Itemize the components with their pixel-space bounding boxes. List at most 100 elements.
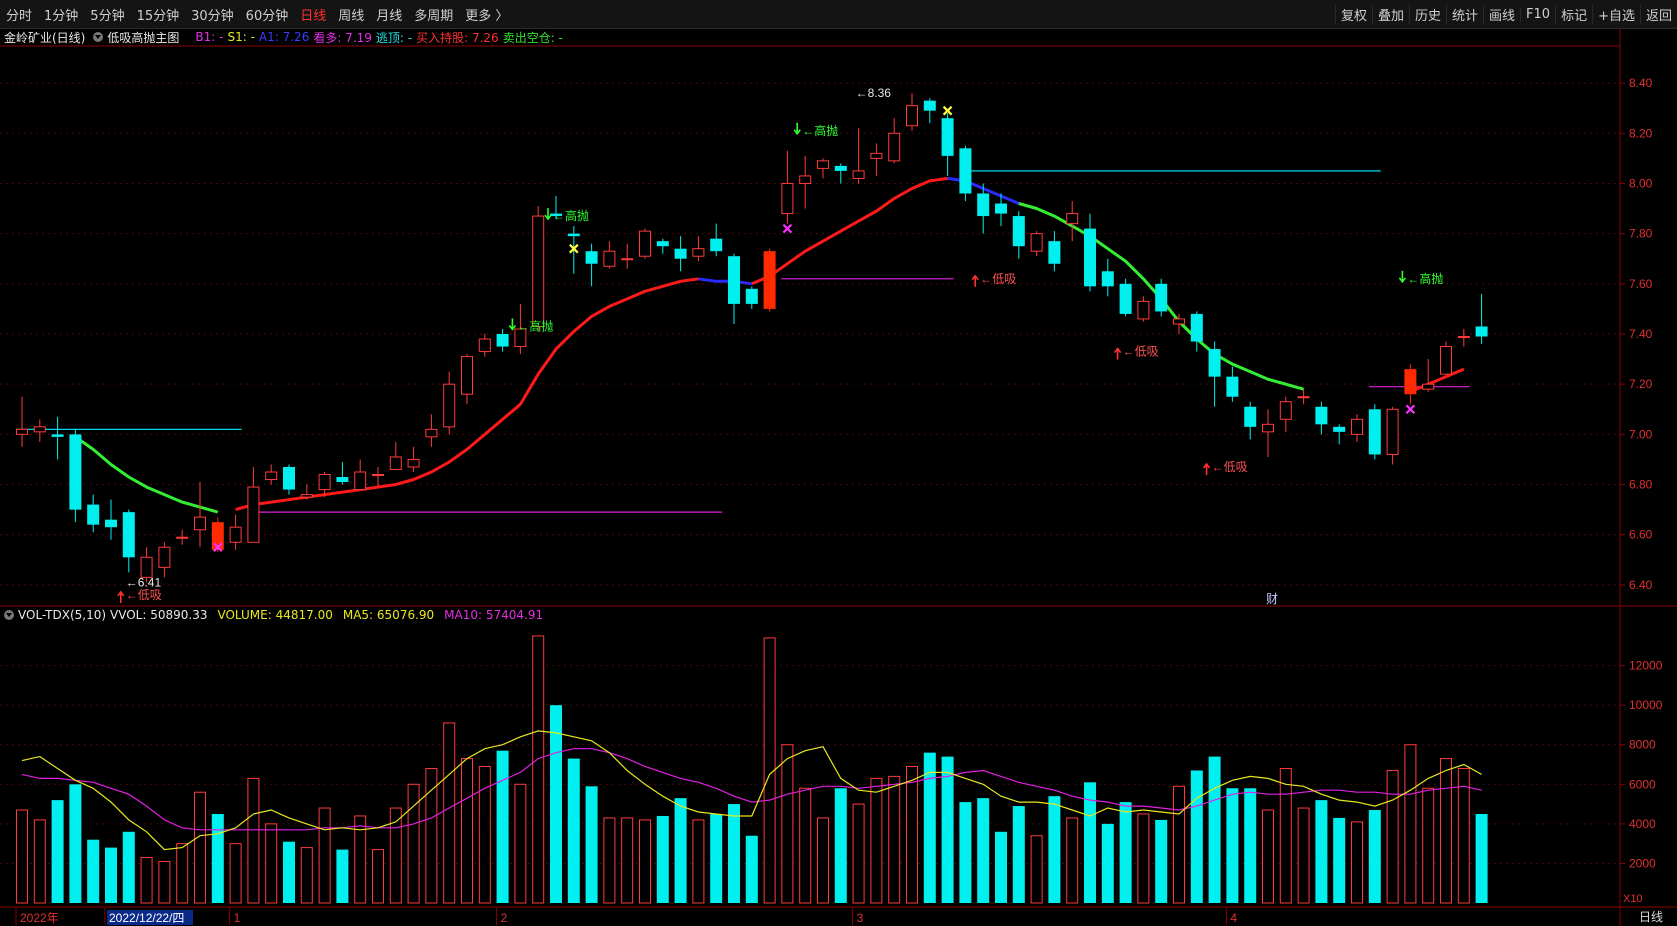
period-button-1[interactable]: 1分钟 — [44, 8, 79, 24]
period-tag[interactable]: 日线 — [1638, 910, 1663, 924]
sell-arrow-icon — [793, 122, 801, 136]
volume-indicator-name[interactable]: VOL-TDX(5,10) — [18, 608, 107, 622]
volume-bar — [1404, 744, 1417, 904]
trend-line-segment — [751, 176, 948, 286]
candle-body — [229, 526, 242, 543]
date-label: 1 — [234, 911, 241, 925]
volume-bar — [1297, 807, 1310, 904]
volume-ma5-line — [21, 730, 1482, 851]
volume-bar — [1066, 817, 1079, 904]
candle-body — [1262, 423, 1274, 433]
period-button-6[interactable]: 日线 — [300, 8, 327, 24]
chart-annotation: ←低吸 — [1212, 460, 1248, 474]
candle-body — [122, 512, 135, 558]
candle-body — [265, 471, 278, 481]
volume-bar — [247, 777, 260, 904]
chart-annotation: ←低吸 — [126, 588, 162, 602]
vvol-value: VVOL: 50890.33 — [110, 608, 208, 622]
candle-body — [105, 519, 117, 528]
volume-tick-label: 2000 — [1629, 856, 1656, 870]
candle-body — [888, 132, 901, 162]
volume-bar — [585, 786, 598, 903]
period-button-0[interactable]: 分时 — [6, 8, 33, 24]
volume-info-bar: VOL-TDX(5,10) VVOL: 50890.33 VOLUME: 448… — [0, 606, 1620, 624]
toolbar-action-5[interactable]: F10 — [1520, 6, 1555, 22]
period-button-3[interactable]: 15分钟 — [136, 8, 180, 24]
volume-bar — [1226, 788, 1239, 903]
volume-bar — [1262, 809, 1274, 904]
volume-bar — [496, 750, 509, 903]
period-button-5[interactable]: 60分钟 — [245, 8, 289, 24]
volume-bar — [710, 813, 723, 903]
volume-bar — [692, 819, 705, 904]
volume-bar — [140, 857, 153, 904]
volume-tick-label: 10000 — [1629, 698, 1663, 712]
volume-tick-label: 12000 — [1629, 659, 1663, 673]
candle-body — [1475, 326, 1488, 337]
candle-body — [532, 215, 545, 327]
volume-bar — [87, 839, 100, 903]
taoding-value: 逃顶: - — [375, 30, 413, 45]
volume-bar — [1173, 785, 1185, 904]
period-selector: 分时 1分钟 5分钟 15分钟 30分钟 60分钟 日线 周线 月线 多周期 更多 〉 — [0, 0, 514, 28]
volume-bar — [923, 752, 936, 903]
indicator-name[interactable]: 低吸高抛主图 — [107, 30, 180, 45]
volume-bar — [621, 817, 634, 904]
stock-name[interactable]: 金岭矿业(日线) — [4, 30, 86, 45]
period-button-9[interactable]: 多周期 — [414, 8, 454, 24]
volume-bar — [354, 815, 367, 904]
period-button-2[interactable]: 5分钟 — [90, 8, 125, 24]
volume-bar — [194, 791, 206, 904]
candle-body — [336, 477, 349, 483]
a1-value: A1: 7.26 — [258, 30, 310, 44]
volume-bar — [1048, 796, 1061, 903]
volume-bar — [959, 802, 972, 903]
volume-bar — [1368, 810, 1381, 903]
volume-bar — [995, 831, 1007, 903]
volume-bar — [407, 783, 420, 904]
candle-body — [69, 434, 82, 510]
chart-annotation: ←低吸 — [980, 272, 1016, 286]
candle-body — [478, 338, 491, 353]
period-button-10[interactable]: 更多 〉 — [465, 8, 509, 24]
volume-bar — [51, 800, 64, 903]
candle-body — [1333, 426, 1346, 432]
buy-arrow-icon — [1113, 347, 1122, 360]
price-tick-label: 8.40 — [1629, 76, 1653, 90]
candle-body — [941, 118, 954, 156]
candle-body — [389, 456, 402, 470]
toolbar-action-0[interactable]: 复权 — [1334, 4, 1372, 24]
volume-bar — [1119, 802, 1132, 903]
candle-body — [852, 170, 865, 179]
candle-body — [211, 522, 224, 550]
indicator-dropdown-icon[interactable] — [93, 32, 104, 42]
volume-dropdown-icon[interactable] — [4, 610, 14, 620]
toolbar-action-4[interactable]: 画线 — [1483, 4, 1520, 24]
date-cursor-highlight — [107, 910, 193, 925]
toolbar-action-1[interactable]: 叠加 — [1371, 4, 1409, 24]
trend-line-segment — [1409, 367, 1465, 394]
period-button-8[interactable]: 月线 — [376, 8, 403, 24]
candle-body — [1351, 418, 1363, 435]
candle-body — [425, 428, 438, 438]
price-tick-label: 7.00 — [1629, 427, 1653, 441]
candle-body — [1048, 241, 1061, 264]
volume-bar — [265, 823, 278, 904]
toolbar-action-7[interactable]: +自选 — [1592, 4, 1640, 24]
volume-bar — [870, 777, 883, 904]
chart-annotation: ←高抛 — [553, 208, 589, 223]
volume-bar — [443, 722, 456, 904]
candle-body — [407, 458, 420, 468]
candle-body — [1457, 336, 1470, 339]
toolbar-action-6[interactable]: 标记 — [1555, 4, 1592, 24]
period-button-4[interactable]: 30分钟 — [191, 8, 234, 24]
candle-body — [247, 486, 260, 543]
candle-body — [1012, 216, 1025, 247]
toolbar-action-8[interactable]: 返回 — [1639, 4, 1677, 24]
candle-body — [1440, 346, 1452, 375]
candle-body — [1155, 283, 1168, 312]
toolbar-action-3[interactable]: 统计 — [1446, 4, 1483, 24]
period-button-7[interactable]: 周线 — [338, 8, 365, 24]
toolbar-action-2[interactable]: 历史 — [1408, 4, 1446, 24]
